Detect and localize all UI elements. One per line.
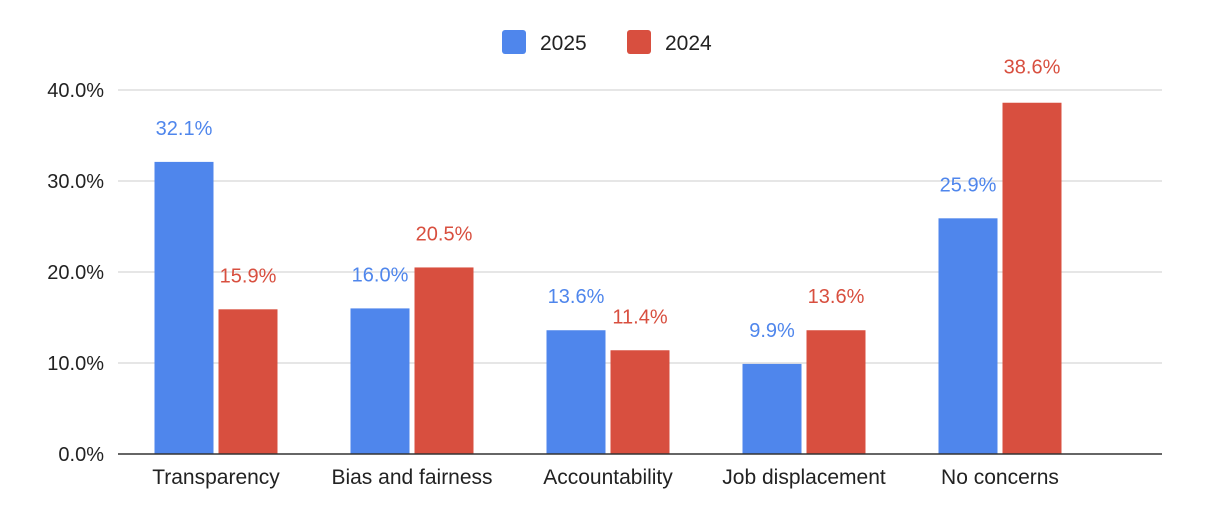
- x-tick-label: Bias and fairness: [331, 466, 492, 489]
- legend-swatch-2024: [627, 30, 651, 54]
- bar-2024-bias-and-fairness: [414, 267, 474, 454]
- y-tick-label: 20.0%: [47, 262, 104, 284]
- bar-2025-transparency: [154, 161, 214, 454]
- bar-2025-bias-and-fairness: [350, 308, 410, 454]
- bar-2025-accountability: [546, 330, 606, 454]
- data-label: 25.9%: [940, 174, 997, 196]
- y-tick-label: 10.0%: [47, 353, 104, 375]
- data-label: 20.5%: [416, 223, 473, 245]
- bars: [154, 102, 1062, 455]
- y-tick-label: 30.0%: [47, 171, 104, 193]
- data-label: 13.6%: [548, 286, 605, 308]
- x-axis: Transparency Bias and fairness Accountabil…: [118, 453, 1162, 489]
- data-labels: 32.1% 15.9% 16.0% 20.5% 13.6% 11.4% 9.9% 13.6% 2…: [156, 57, 1061, 342]
- x-tick-label: Job displacement: [722, 466, 886, 489]
- bar-2024-transparency: [218, 309, 278, 454]
- bar-2025-no-concerns: [938, 218, 998, 454]
- bar-2024-accountability: [610, 350, 670, 454]
- legend: 2025 2024: [502, 30, 712, 55]
- data-label: 38.6%: [1004, 57, 1061, 79]
- legend-label: 2025: [540, 32, 587, 55]
- data-label: 16.0%: [352, 264, 409, 286]
- x-tick-label: Accountability: [543, 466, 673, 489]
- data-label: 11.4%: [612, 306, 667, 328]
- bar-2024-job-displacement: [806, 330, 866, 454]
- data-label: 13.6%: [808, 286, 865, 308]
- y-tick-label: 0.0%: [58, 444, 104, 466]
- legend-swatch-2025: [502, 30, 526, 54]
- x-tick-label: No concerns: [941, 466, 1059, 489]
- bar-2024-no-concerns: [1002, 102, 1062, 455]
- y-axis: 0.0% 10.0% 20.0% 30.0% 40.0%: [47, 80, 104, 466]
- bar-2025-job-displacement: [742, 363, 802, 454]
- data-label: 9.9%: [749, 320, 795, 342]
- data-label: 15.9%: [220, 265, 277, 287]
- x-tick-label: Transparency: [152, 466, 280, 489]
- y-tick-label: 40.0%: [47, 80, 104, 102]
- data-label: 32.1%: [156, 118, 213, 140]
- legend-label: 2024: [665, 32, 712, 55]
